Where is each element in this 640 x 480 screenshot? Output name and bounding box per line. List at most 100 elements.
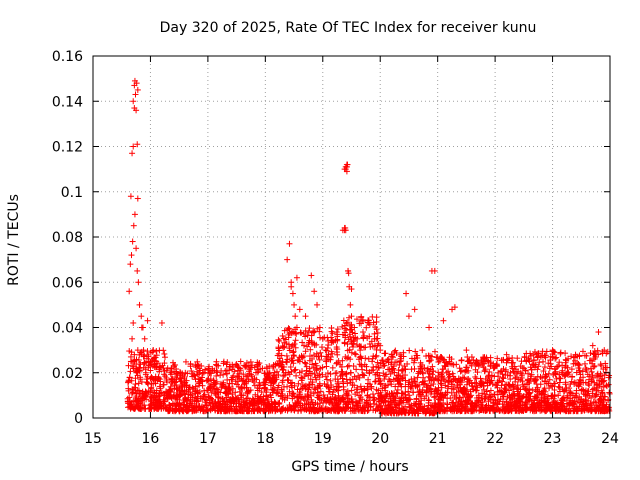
- data-point: [154, 405, 161, 412]
- data-point: [277, 361, 284, 368]
- data-point: [426, 385, 433, 392]
- data-point: [219, 401, 226, 408]
- data-point: [363, 398, 370, 405]
- data-point: [286, 402, 293, 409]
- data-point: [275, 371, 282, 378]
- data-point: [270, 364, 277, 371]
- data-point: [260, 396, 267, 403]
- data-point: [130, 365, 137, 372]
- data-point: [293, 372, 300, 379]
- data-point: [310, 327, 317, 334]
- data-point: [304, 391, 311, 398]
- data-point: [361, 387, 368, 394]
- data-point: [298, 377, 305, 384]
- data-point: [129, 238, 136, 245]
- data-point: [429, 371, 436, 378]
- data-point: [172, 405, 179, 412]
- data-point: [209, 385, 216, 392]
- data-point: [141, 359, 148, 366]
- data-point: [359, 366, 366, 373]
- data-point: [226, 405, 233, 412]
- data-point: [222, 390, 229, 397]
- data-point: [392, 359, 399, 366]
- data-point: [135, 357, 142, 364]
- data-point: [359, 329, 366, 336]
- data-point: [200, 369, 207, 376]
- data-point: [345, 362, 352, 369]
- data-point: [174, 370, 181, 377]
- data-point: [349, 399, 356, 406]
- data-point: [289, 290, 296, 297]
- data-point: [223, 394, 230, 401]
- data-point: [258, 389, 265, 396]
- data-point: [353, 316, 360, 323]
- y-tick-label: 0.02: [52, 366, 83, 382]
- data-point: [416, 381, 423, 388]
- data-point: [397, 358, 404, 365]
- data-point: [384, 382, 391, 389]
- data-point: [229, 380, 236, 387]
- data-point: [170, 391, 177, 398]
- data-point: [412, 348, 419, 355]
- data-point: [337, 373, 344, 380]
- y-tick-label: 0.1: [61, 185, 83, 201]
- data-point: [402, 403, 409, 410]
- data-point: [406, 347, 413, 354]
- data-point: [352, 391, 359, 398]
- data-point: [311, 370, 318, 377]
- data-point: [383, 371, 390, 378]
- data-point: [276, 338, 283, 345]
- data-point: [135, 279, 142, 286]
- data-point: [392, 375, 399, 382]
- data-point: [319, 371, 326, 378]
- data-point: [309, 401, 316, 408]
- data-point: [304, 343, 311, 350]
- data-point: [199, 370, 206, 377]
- data-point: [248, 398, 255, 405]
- data-point: [290, 348, 297, 355]
- x-tick-label: 22: [486, 431, 504, 447]
- data-point: [147, 367, 154, 374]
- data-point: [300, 342, 307, 349]
- data-point: [292, 403, 299, 410]
- data-point: [129, 150, 136, 157]
- data-point: [406, 392, 413, 399]
- data-point: [244, 389, 251, 396]
- data-point: [275, 345, 282, 352]
- data-point: [132, 375, 139, 382]
- data-point: [162, 403, 169, 410]
- data-point: [419, 407, 426, 414]
- data-point: [392, 407, 399, 414]
- data-point: [307, 392, 314, 399]
- data-point: [421, 364, 428, 371]
- data-point: [161, 368, 168, 375]
- data-point: [306, 357, 313, 364]
- data-point: [463, 347, 470, 354]
- data-point: [359, 396, 366, 403]
- data-point: [366, 370, 373, 377]
- data-point: [292, 344, 299, 351]
- data-point: [189, 391, 196, 398]
- data-point: [289, 392, 296, 399]
- data-point: [360, 372, 367, 379]
- data-point: [374, 369, 381, 376]
- data-point: [389, 393, 396, 400]
- data-point: [377, 402, 384, 409]
- data-point: [257, 382, 264, 389]
- data-point: [131, 384, 138, 391]
- data-point: [367, 403, 374, 410]
- data-point: [374, 359, 381, 366]
- data-point: [421, 395, 428, 402]
- x-tick-label: 15: [84, 431, 102, 447]
- data-point: [277, 355, 284, 362]
- data-point: [428, 267, 435, 274]
- data-point: [294, 357, 301, 364]
- data-point: [306, 408, 313, 415]
- data-point: [199, 382, 206, 389]
- data-point: [166, 387, 173, 394]
- data-point: [139, 390, 146, 397]
- data-point: [298, 368, 305, 375]
- data-point: [173, 401, 180, 408]
- data-point: [338, 363, 345, 370]
- data-point: [299, 402, 306, 409]
